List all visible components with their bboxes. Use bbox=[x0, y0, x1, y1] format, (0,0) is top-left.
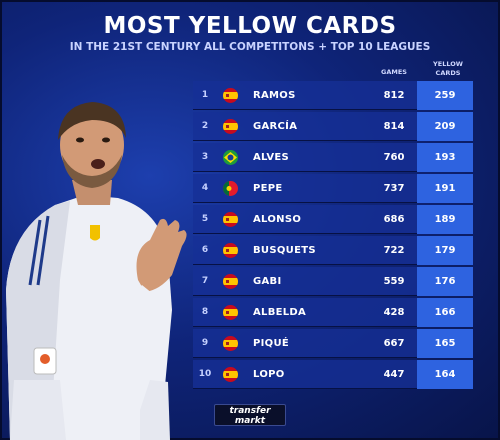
rank: 9 bbox=[201, 338, 209, 348]
yellow-cards-value: 166 bbox=[417, 298, 473, 327]
table-row: 3 ALVES 760 193 bbox=[193, 143, 473, 172]
table-row: 9 PIQUÉ 667 165 bbox=[193, 329, 473, 358]
logo-line-2: markt bbox=[234, 416, 266, 426]
rank: 2 bbox=[201, 121, 209, 131]
player-name: ALONSO bbox=[253, 214, 302, 225]
yellow-cards-column-header: YELLOW CARDS bbox=[433, 60, 463, 77]
player-name: GARCÍA bbox=[253, 121, 298, 132]
games-value: 447 bbox=[383, 369, 405, 380]
graphic-subtitle: IN THE 21ST CENTURY ALL COMPETITONS + TO… bbox=[69, 41, 431, 53]
player-name: GABI bbox=[253, 276, 282, 287]
games-value: 760 bbox=[383, 152, 405, 163]
games-value: 812 bbox=[383, 90, 405, 101]
player-name: PIQUÉ bbox=[253, 338, 290, 349]
rank: 8 bbox=[201, 307, 209, 317]
spain-flag-icon bbox=[223, 212, 238, 227]
spain-flag-icon bbox=[223, 274, 238, 289]
table-row: 4 PEPE 737 191 bbox=[193, 174, 473, 203]
player-name: BUSQUETS bbox=[253, 245, 316, 256]
player-name: ALBELDA bbox=[253, 307, 307, 318]
games-value: 737 bbox=[383, 183, 405, 194]
player-illustration bbox=[6, 102, 187, 440]
games-value: 667 bbox=[383, 338, 405, 349]
yellow-cards-value: 259 bbox=[417, 81, 473, 110]
games-value: 814 bbox=[383, 121, 405, 132]
transfermarkt-logo: transfer markt bbox=[214, 404, 286, 426]
table-row: 8 ALBELDA 428 166 bbox=[193, 298, 473, 327]
rank: 3 bbox=[201, 152, 209, 162]
player-name: ALVES bbox=[253, 152, 290, 163]
yellow-cards-value: 165 bbox=[417, 329, 473, 358]
games-value: 559 bbox=[383, 276, 405, 287]
rank: 10 bbox=[198, 369, 212, 379]
yellow-cards-value: 209 bbox=[417, 112, 473, 141]
player-name: PEPE bbox=[253, 183, 283, 194]
table-row: 5 ALONSO 686 189 bbox=[193, 205, 473, 234]
games-value: 722 bbox=[383, 245, 405, 256]
player-name: RAMOS bbox=[253, 90, 296, 101]
yellow-cards-value: 191 bbox=[417, 174, 473, 203]
table-row: 2 GARCÍA 814 209 bbox=[193, 112, 473, 141]
table-row: 7 GABI 559 176 bbox=[193, 267, 473, 296]
logo-line-1: transfer bbox=[229, 406, 271, 416]
graphic-title: MOST YELLOW CARDS bbox=[103, 13, 397, 39]
yellow-cards-value: 189 bbox=[417, 205, 473, 234]
spain-flag-icon bbox=[223, 119, 238, 134]
spain-flag-icon bbox=[223, 367, 238, 382]
table-row: 10 LOPO 447 164 bbox=[193, 360, 473, 389]
rank: 7 bbox=[201, 276, 209, 286]
games-column-header: GAMES bbox=[381, 68, 407, 76]
rank: 6 bbox=[201, 245, 209, 255]
table-row: 6 BUSQUETS 722 179 bbox=[193, 236, 473, 265]
rank: 1 bbox=[201, 90, 209, 100]
spain-flag-icon bbox=[223, 336, 238, 351]
games-value: 686 bbox=[383, 214, 405, 225]
portugal-flag-icon bbox=[223, 181, 238, 196]
brazil-flag-icon bbox=[223, 150, 238, 165]
yellow-cards-value: 176 bbox=[417, 267, 473, 296]
yellow-cards-table: 1 RAMOS 812 259 2 GARCÍA 814 209 3 ALVES… bbox=[193, 81, 473, 393]
spain-flag-icon bbox=[223, 243, 238, 258]
yellow-cards-value: 193 bbox=[417, 143, 473, 172]
yellow-cards-value: 164 bbox=[417, 360, 473, 389]
spain-flag-icon bbox=[223, 305, 238, 320]
games-value: 428 bbox=[383, 307, 405, 318]
rank: 5 bbox=[201, 214, 209, 224]
rank: 4 bbox=[201, 183, 209, 193]
yellow-cards-value: 179 bbox=[417, 236, 473, 265]
table-row: 1 RAMOS 812 259 bbox=[193, 81, 473, 110]
spain-flag-icon bbox=[223, 88, 238, 103]
player-name: LOPO bbox=[253, 369, 285, 380]
